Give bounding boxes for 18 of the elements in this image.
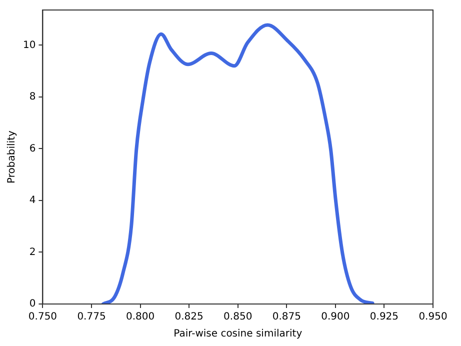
x-tick-label: 0.750 xyxy=(28,312,58,323)
x-axis-title: Pair-wise cosine similarity xyxy=(174,328,302,340)
y-axis-title: Probability xyxy=(6,130,18,184)
x-tick-label: 0.825 xyxy=(174,312,204,323)
y-tick-label: 10 xyxy=(22,40,36,51)
x-tick-label: 0.875 xyxy=(272,312,301,323)
x-tick-label: 0.925 xyxy=(370,312,399,323)
y-tick-label: 6 xyxy=(29,143,36,154)
x-tick-label: 0.850 xyxy=(224,312,252,323)
x-tick-label: 0.775 xyxy=(77,312,106,323)
x-tick-label: 0.950 xyxy=(418,312,448,323)
y-tick-label: 2 xyxy=(29,246,36,258)
y-tick-label: 8 xyxy=(29,92,36,103)
line-series xyxy=(101,23,374,304)
x-tick-label: 0.800 xyxy=(126,312,155,323)
y-tick-label: 0 xyxy=(29,298,36,310)
x-tick-label: 0.900 xyxy=(321,312,350,323)
y-tick-label: 4 xyxy=(29,195,36,206)
